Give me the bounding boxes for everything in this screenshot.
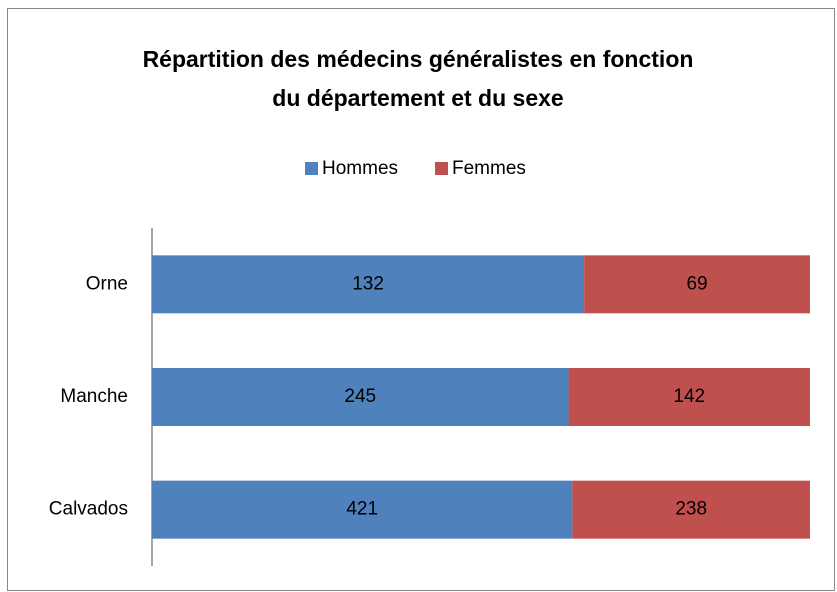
data-label: 238 (675, 499, 707, 520)
bar-segment (568, 368, 810, 426)
data-label: 245 (344, 386, 376, 407)
legend-label: Femmes (452, 158, 526, 179)
legend-label: Hommes (322, 158, 398, 179)
data-label: 69 (686, 273, 707, 294)
y-tick-label: Manche (60, 386, 128, 407)
y-tick-label: Calvados (49, 499, 128, 520)
legend-swatch (435, 162, 448, 175)
data-label: 142 (673, 386, 705, 407)
data-label: 132 (352, 273, 384, 294)
data-label: 421 (346, 499, 378, 520)
bar-segment (584, 255, 810, 314)
bar-segment (152, 480, 573, 539)
bar-segment (572, 480, 810, 539)
y-tick-label: Orne (86, 273, 128, 294)
bar-segment (152, 368, 569, 426)
legend-swatch (305, 162, 318, 175)
chart-title: Répartition des médecins généralistes en… (142, 46, 694, 111)
bar-segment (152, 255, 585, 314)
